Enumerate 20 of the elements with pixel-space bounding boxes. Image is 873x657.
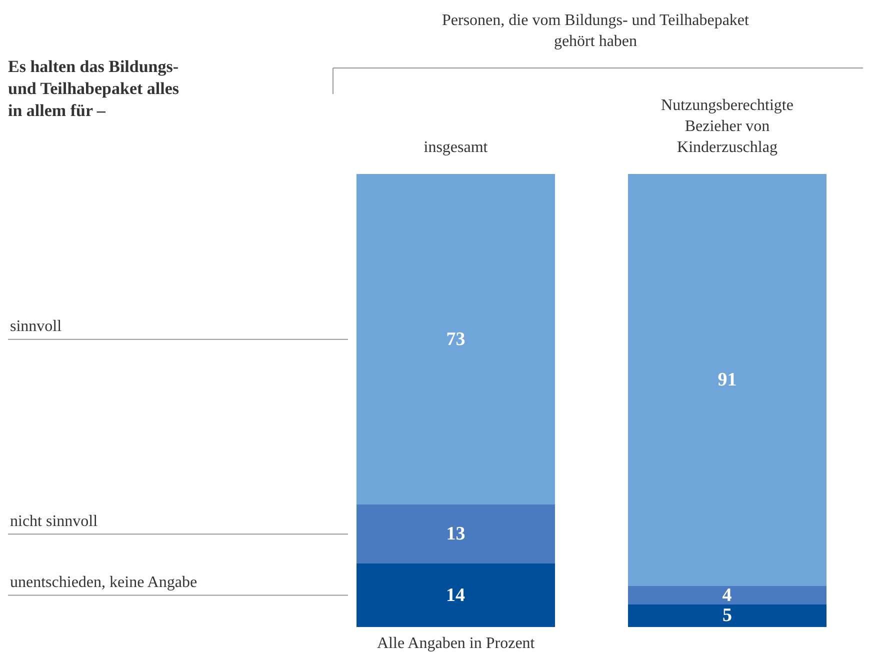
text: Alle Angaben in Prozent bbox=[377, 635, 536, 652]
bar bbox=[356, 504, 555, 564]
text: Es halten das Bildungs- und Teilhabepaket alles in allem für – bbox=[8, 57, 180, 120]
bar bbox=[628, 174, 826, 586]
x-tick-label: Nutzungsberechtigte Bezieher von Kinderzuschlag bbox=[661, 97, 794, 156]
data-label: 91 bbox=[718, 370, 737, 391]
bar bbox=[628, 604, 826, 627]
data-label: 14 bbox=[446, 584, 466, 606]
data-label: 73 bbox=[446, 328, 466, 350]
data-label: 4 bbox=[722, 584, 732, 606]
chart-subtitle: Personen, die vom Bildungs- und Teilhabepaket gehört haben bbox=[442, 12, 750, 50]
x-tick-label: insgesamt bbox=[424, 138, 488, 156]
bar bbox=[628, 586, 826, 604]
text: unentschieden, keine Angabe bbox=[10, 574, 198, 591]
bar bbox=[356, 174, 555, 505]
text: sinnvoll bbox=[10, 318, 62, 335]
text: nicht sinnvoll bbox=[10, 513, 98, 530]
bar bbox=[356, 564, 555, 627]
data-label: 5 bbox=[722, 605, 732, 626]
data-label: 13 bbox=[446, 524, 466, 545]
